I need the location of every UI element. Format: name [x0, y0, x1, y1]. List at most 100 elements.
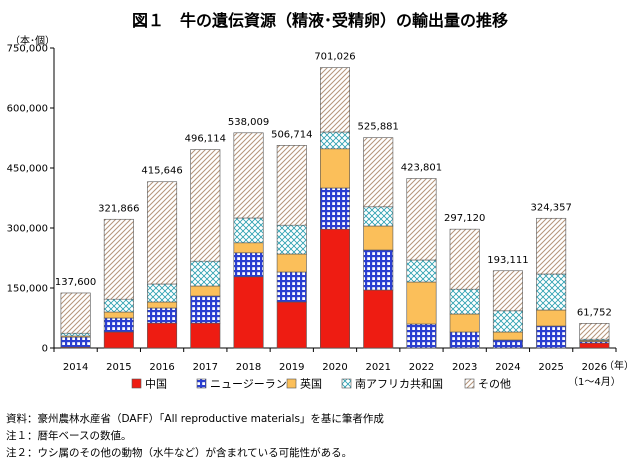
bar-segment	[363, 225, 394, 251]
x-tick-label: 2026	[582, 362, 607, 373]
bars	[60, 67, 610, 349]
total-label: 193,111	[487, 255, 528, 266]
bar-segment	[60, 332, 91, 337]
legend-swatch	[131, 378, 142, 389]
x-tick-label: 2014	[63, 362, 88, 373]
bar-segment	[320, 131, 350, 150]
data-labels: 137,600 321,866 415,646 496,114538,009506,7…	[55, 52, 612, 319]
y-axis-label: （本･個）	[10, 34, 55, 47]
legend: 中国 ニュージーランド 英国 南アフリカ共和国 その他	[131, 377, 511, 391]
bar-segment	[492, 339, 523, 349]
total-label: 321,866	[98, 203, 139, 214]
bar-segment	[233, 252, 264, 278]
y-tick-label: 300,000	[7, 224, 48, 235]
bar-segment	[276, 224, 307, 255]
bar-segment	[103, 311, 134, 319]
bar-segment	[233, 276, 264, 349]
notes: 資料：豪州農林水産省（DAFF）「All reproductive materi…	[6, 411, 384, 462]
bar-segment	[190, 295, 221, 324]
total-label: 701,026	[314, 52, 355, 63]
bar-segment	[190, 260, 221, 287]
bar-segment	[363, 137, 394, 208]
bar-segment	[103, 218, 134, 300]
total-label: 496,114	[185, 134, 226, 145]
x-tick-label: 2019	[279, 362, 304, 373]
x-tick-label: 2022	[409, 362, 434, 373]
total-label: 525,881	[358, 122, 399, 133]
bar-segment	[536, 309, 567, 327]
legend-label: 中国	[145, 378, 167, 391]
total-label: 423,801	[401, 162, 442, 173]
bar-segment	[233, 217, 264, 244]
bar-segment	[320, 148, 350, 189]
bar-segment	[536, 273, 567, 311]
bar-segment	[276, 253, 307, 273]
bar-segment	[449, 228, 480, 290]
bar-segment	[147, 181, 178, 285]
x-tick-label: 2017	[193, 362, 218, 373]
bar-segment	[147, 307, 178, 324]
source-note: 資料：豪州農林水産省（DAFF）「All reproductive materi…	[6, 413, 384, 425]
legend-label: 英国	[300, 377, 322, 391]
bar-segment	[536, 217, 567, 275]
x-tick-label: 2015	[106, 362, 131, 373]
bar-segment	[60, 292, 91, 334]
bar-segment	[60, 336, 91, 348]
bar-segment	[233, 242, 264, 254]
legend-swatch	[341, 378, 352, 389]
bar-segment	[492, 331, 523, 341]
x-tick-label: 2018	[236, 362, 261, 373]
bar-segment	[190, 149, 221, 262]
total-label: 324,357	[530, 202, 571, 213]
x-tick-label: 2016	[149, 362, 174, 373]
bar-segment	[276, 145, 307, 226]
total-label: 506,714	[271, 129, 312, 140]
bar-segment	[449, 313, 480, 333]
total-label: 61,752	[577, 307, 612, 318]
legend-swatch	[196, 378, 207, 389]
total-label: 297,120	[444, 213, 485, 224]
bar-segment	[276, 271, 307, 303]
bar-segment	[320, 187, 350, 230]
bar-segment	[320, 228, 350, 349]
x-tick-label: 2024	[495, 362, 520, 373]
bar-segment	[147, 301, 178, 309]
y-tick-label: 0	[42, 344, 48, 355]
x-tick-label: 2021	[366, 362, 391, 373]
export-volume-chart: 図１ 牛の遺伝資源（精液･受精卵）の輸出量の推移 （本･個） （年） 0 150,…	[7, 11, 634, 391]
y-tick-label: 150,000	[7, 284, 48, 295]
legend-label: ニュージーランド	[210, 378, 298, 391]
bar-segment	[276, 301, 307, 349]
bar-segment	[406, 259, 437, 283]
bar-segment	[103, 298, 134, 313]
bar-segment	[492, 270, 523, 312]
bar-segment	[449, 288, 480, 315]
bar-segment	[363, 289, 394, 349]
bar-segment	[406, 323, 437, 349]
note-1: 注１：暦年ベースの数値。	[6, 430, 132, 442]
bar-segment	[449, 331, 480, 349]
bar-segment	[147, 322, 178, 349]
chart-title: 図１ 牛の遺伝資源（精液･受精卵）の輸出量の推移	[132, 11, 508, 30]
legend-swatch	[286, 378, 297, 389]
x-tick-label: 2020	[322, 362, 347, 373]
y-tick-label: 450,000	[7, 164, 48, 175]
total-label: 538,009	[228, 117, 269, 128]
axes: 0 150,000 300,000 450,000 600,000 750,000 2014…	[7, 44, 621, 389]
legend-label: その他	[478, 378, 511, 391]
total-label: 137,600	[55, 277, 96, 288]
bar-segment	[233, 132, 264, 219]
bar-segment	[363, 249, 394, 291]
legend-swatch	[464, 378, 475, 389]
bar-segment	[103, 331, 134, 349]
x-axis-unit: （年）	[604, 359, 634, 372]
x-tick-label: 2023	[452, 362, 477, 373]
bar-segment	[147, 283, 178, 303]
bar-segment	[103, 317, 134, 333]
bar-segment	[320, 67, 350, 133]
x-tick-sublabel: （1～4月）	[568, 376, 621, 388]
y-tick-label: 750,000	[7, 44, 48, 55]
bar-segment	[492, 310, 523, 333]
total-label: 415,646	[141, 166, 182, 177]
bar-segment	[190, 322, 221, 349]
